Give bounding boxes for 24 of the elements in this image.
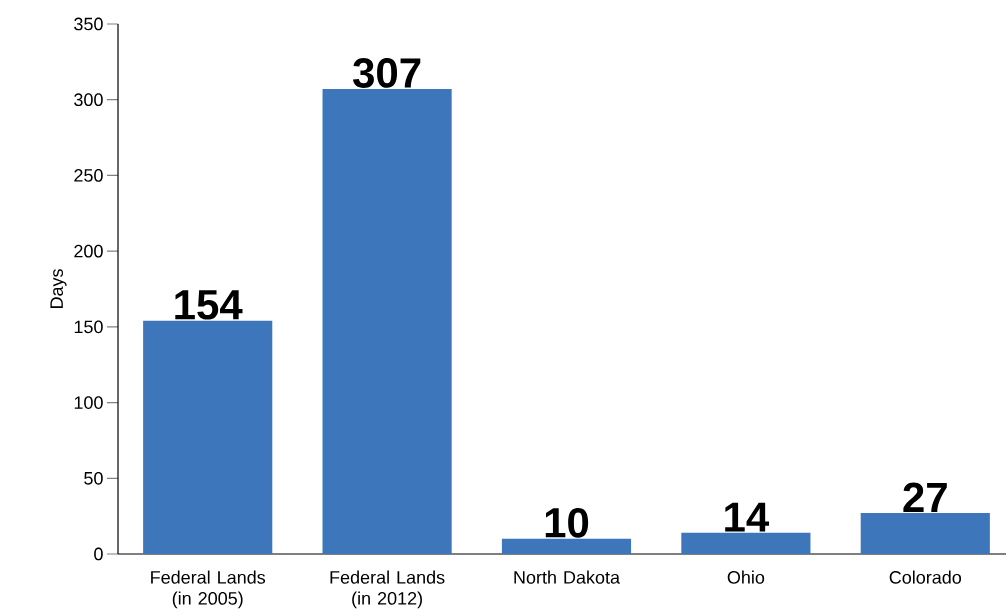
bar <box>143 320 273 554</box>
x-tick-label: North Dakota <box>514 570 620 584</box>
y-tick-label: 150 <box>74 320 103 334</box>
data-label: 307 <box>353 58 421 88</box>
bar <box>501 538 632 554</box>
y-tick-label: 0 <box>94 547 103 561</box>
x-tick-label: Federal Lands (in 2005) <box>151 570 266 609</box>
y-tick-label: 200 <box>74 244 103 258</box>
y-tick-label: 300 <box>74 93 103 107</box>
x-tick-label: Federal Lands (in 2012) <box>330 570 445 609</box>
bar <box>322 89 452 554</box>
y-tick-label: 50 <box>84 471 103 485</box>
bar <box>681 532 811 554</box>
x-tick-label: Colorado <box>889 570 962 584</box>
data-label: 27 <box>903 482 947 512</box>
y-tick-label: 250 <box>74 169 103 182</box>
data-label: 10 <box>545 507 589 538</box>
x-tick-label: Ohio <box>727 570 765 584</box>
y-tick-label: 100 <box>74 396 103 409</box>
y-axis-title: Days <box>50 269 67 309</box>
y-tick-label: 350 <box>74 17 103 31</box>
bar <box>860 513 990 554</box>
data-label: 14 <box>725 502 770 532</box>
data-label: 154 <box>175 290 243 320</box>
